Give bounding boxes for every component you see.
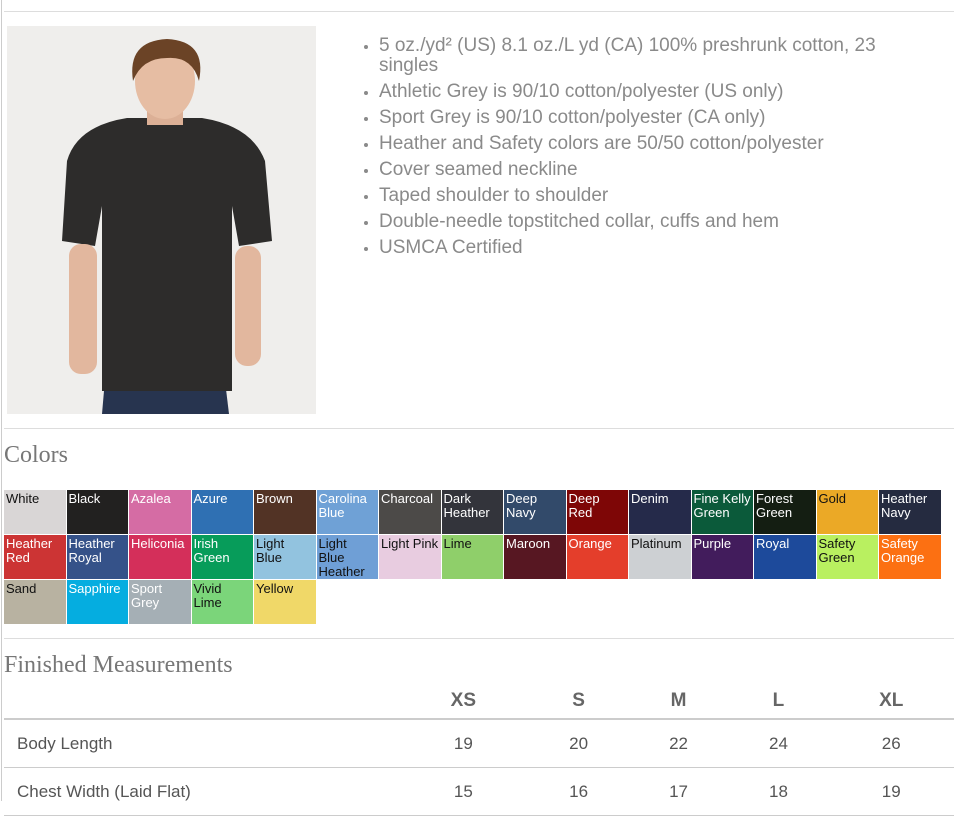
cell: 19: [828, 767, 954, 816]
color-swatch[interactable]: Safety Orange: [879, 535, 941, 579]
divider: [4, 11, 954, 12]
color-swatch[interactable]: Azalea: [129, 490, 191, 534]
feature-item: Athletic Grey is 90/10 cotton/polyester …: [379, 82, 919, 102]
feature-item: 5 oz./yd² (US) 8.1 oz./L yd (CA) 100% pr…: [379, 36, 919, 76]
color-swatch[interactable]: Denim: [629, 490, 691, 534]
size-header: XL: [828, 684, 954, 720]
color-swatch[interactable]: Light Pink: [379, 535, 441, 579]
color-swatch[interactable]: Sand: [4, 580, 66, 624]
color-swatch[interactable]: Light Blue Heather: [316, 535, 378, 579]
color-swatch[interactable]: Black: [66, 490, 128, 534]
feature-item: Sport Grey is 90/10 cotton/polyester (CA…: [379, 108, 919, 128]
feature-item: Cover seamed neckline: [379, 160, 919, 180]
feature-item: Double-needle topstitched collar, cuffs …: [379, 212, 919, 232]
color-swatch[interactable]: Lime: [441, 535, 503, 579]
cell: 22: [628, 719, 729, 768]
color-swatch[interactable]: Irish Green: [191, 535, 253, 579]
cell: 24: [728, 719, 829, 768]
feature-item: USMCA Certified: [379, 238, 919, 258]
color-swatch[interactable]: Dark Heather: [441, 490, 503, 534]
color-swatch[interactable]: Deep Navy: [504, 490, 566, 534]
color-swatch[interactable]: Safety Green: [816, 535, 878, 579]
color-swatch[interactable]: Heliconia: [129, 535, 191, 579]
size-header: M: [628, 684, 729, 720]
feature-list: 5 oz./yd² (US) 8.1 oz./L yd (CA) 100% pr…: [357, 36, 919, 264]
color-swatch[interactable]: Azure: [191, 490, 253, 534]
cell: 19: [398, 719, 529, 768]
cell: 15: [398, 767, 529, 816]
color-swatch[interactable]: Purple: [691, 535, 753, 579]
product-image: [7, 26, 316, 414]
feature-item: Taped shoulder to shoulder: [379, 186, 919, 206]
color-swatch[interactable]: Gold: [816, 490, 878, 534]
cell: 16: [528, 767, 629, 816]
size-header: L: [728, 684, 829, 720]
row-label: Chest Width (Laid Flat): [4, 767, 398, 816]
feature-item: Heather and Safety colors are 50/50 cott…: [379, 134, 919, 154]
color-swatch[interactable]: Light Blue: [254, 535, 316, 579]
color-swatch[interactable]: Heather Red: [4, 535, 66, 579]
measurements-heading: Finished Measurements: [4, 652, 233, 678]
divider: [4, 428, 954, 429]
color-swatch[interactable]: Orange: [566, 535, 628, 579]
size-header-row: XS S M L XL: [4, 684, 954, 720]
color-swatch[interactable]: Heather Royal: [66, 535, 128, 579]
color-swatch[interactable]: Yellow: [254, 580, 316, 624]
colors-heading: Colors: [4, 442, 69, 468]
table-row: Chest Width (Laid Flat) 15 16 17 18 19: [4, 767, 954, 816]
measurements-table: XS S M L XL Body Length 19 20 22 24 26 C…: [4, 684, 954, 816]
color-swatch-grid: White Black Azalea Azure Brown Carolina Blue C…: [4, 490, 949, 624]
table-row: Body Length 19 20 22 24 26: [4, 719, 954, 768]
cell: 20: [528, 719, 629, 768]
cell: 18: [728, 767, 829, 816]
cell: 17: [628, 767, 729, 816]
color-swatch[interactable]: Deep Red: [566, 490, 628, 534]
color-swatch[interactable]: Heather Navy: [879, 490, 941, 534]
color-swatch[interactable]: Forest Green: [754, 490, 816, 534]
color-swatch[interactable]: Royal: [754, 535, 816, 579]
color-swatch[interactable]: Platinum: [629, 535, 691, 579]
size-header: XS: [398, 684, 529, 720]
color-swatch[interactable]: Sapphire: [66, 580, 128, 624]
color-swatch[interactable]: White: [4, 490, 66, 534]
color-swatch[interactable]: Vivid Lime: [191, 580, 253, 624]
left-border: [1, 0, 2, 801]
color-swatch[interactable]: Sport Grey: [129, 580, 191, 624]
color-swatch[interactable]: Carolina Blue: [316, 490, 378, 534]
label-header: [4, 684, 398, 720]
size-header: S: [528, 684, 629, 720]
color-swatch[interactable]: Brown: [254, 490, 316, 534]
divider: [4, 638, 954, 639]
color-swatch[interactable]: Charcoal: [379, 490, 441, 534]
row-label: Body Length: [4, 719, 398, 768]
color-swatch[interactable]: Maroon: [504, 535, 566, 579]
color-swatch[interactable]: Fine Kelly Green: [691, 490, 753, 534]
cell: 26: [828, 719, 954, 768]
